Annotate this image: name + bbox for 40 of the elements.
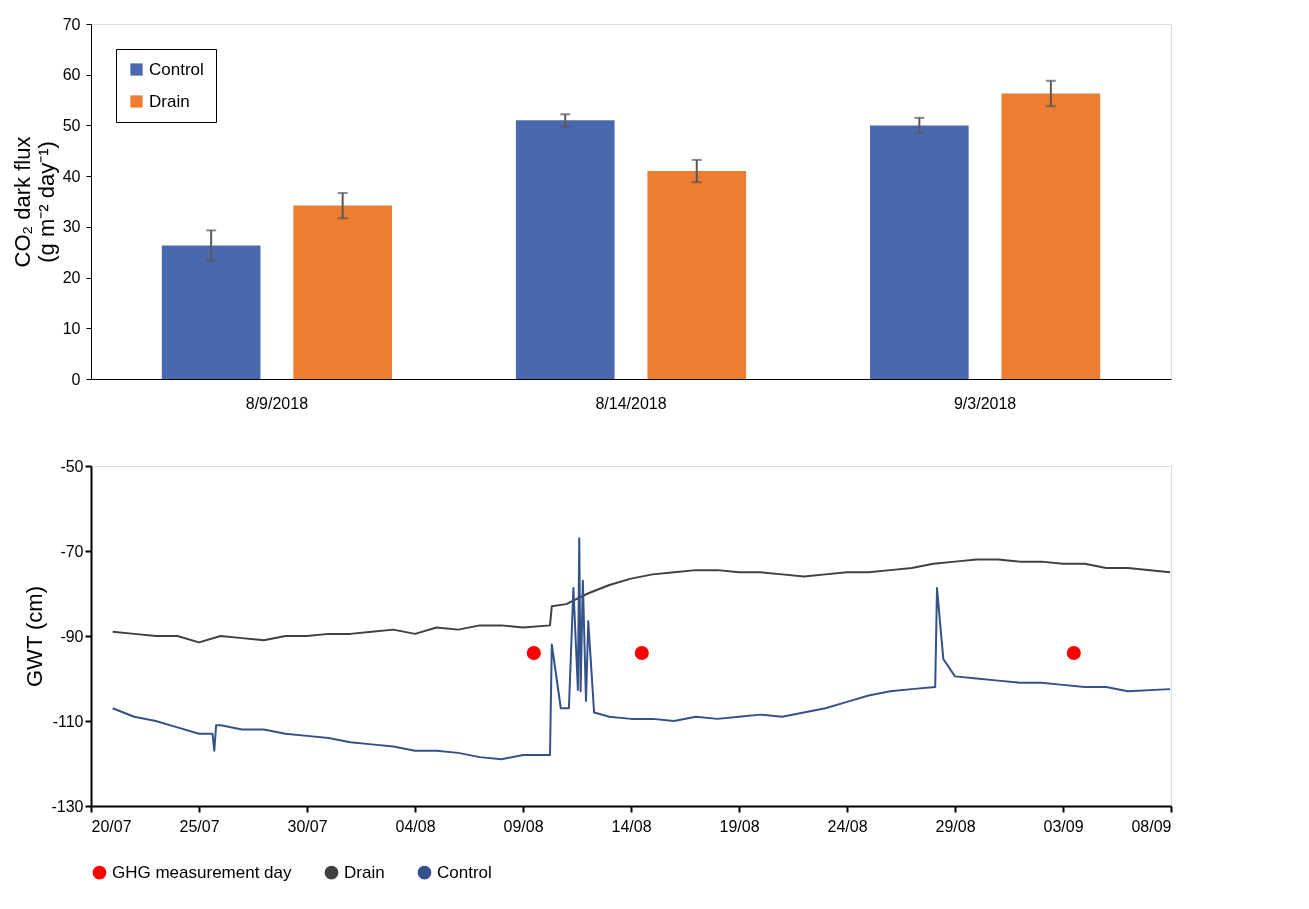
y-tick-label: -50 — [60, 457, 84, 475]
y-tick-label: -70 — [60, 542, 84, 560]
y-tick-label: 70 — [62, 15, 81, 33]
y-axis-title: GWT (cm) — [22, 585, 48, 688]
legend-label: Control — [437, 862, 492, 882]
bar — [161, 245, 261, 379]
x-tick-label: 08/09 — [1131, 817, 1172, 835]
x-tick-label: 04/08 — [395, 817, 436, 835]
y-axis-title: CO₂ dark flux (g m⁻² day⁻¹) — [9, 136, 59, 268]
x-tick-label: 24/08 — [827, 817, 868, 835]
y-tick-label: 40 — [62, 167, 81, 185]
y-tick-label: -130 — [51, 797, 84, 815]
y-tick-label: -90 — [60, 627, 84, 645]
x-tick-label: 03/09 — [1043, 817, 1084, 835]
y-tick-label: 10 — [62, 319, 81, 337]
x-tick-label: 20/07 — [91, 817, 132, 835]
x-tick-label: 9/3/2018 — [953, 394, 1017, 412]
y-tick-label: 20 — [62, 269, 81, 287]
x-tick-label: 30/07 — [287, 817, 328, 835]
y-tick-label: -110 — [52, 712, 84, 730]
x-tick-label: 09/08 — [503, 817, 544, 835]
y-tick-label: 30 — [62, 218, 81, 236]
legend-label: Control — [149, 59, 204, 79]
x-tick-label: 8/14/2018 — [595, 394, 667, 412]
x-tick-label: 8/9/2018 — [245, 394, 309, 412]
legend-label: Drain — [149, 91, 190, 111]
y-tick-label: 50 — [62, 116, 81, 134]
x-tick-label: 25/07 — [179, 817, 220, 835]
x-tick-label: 19/08 — [719, 817, 760, 835]
legend-label: Drain — [344, 862, 385, 882]
x-tick-label: 14/08 — [611, 817, 652, 835]
bar — [647, 171, 747, 379]
legend-label: GHG measurement day — [112, 862, 293, 882]
bar — [1001, 93, 1101, 379]
bar — [515, 120, 615, 379]
bar — [870, 125, 969, 379]
bar — [293, 205, 392, 379]
x-tick-label: 29/08 — [935, 817, 976, 835]
y-tick-label: 0 — [71, 370, 81, 388]
y-tick-label: 60 — [62, 66, 81, 84]
